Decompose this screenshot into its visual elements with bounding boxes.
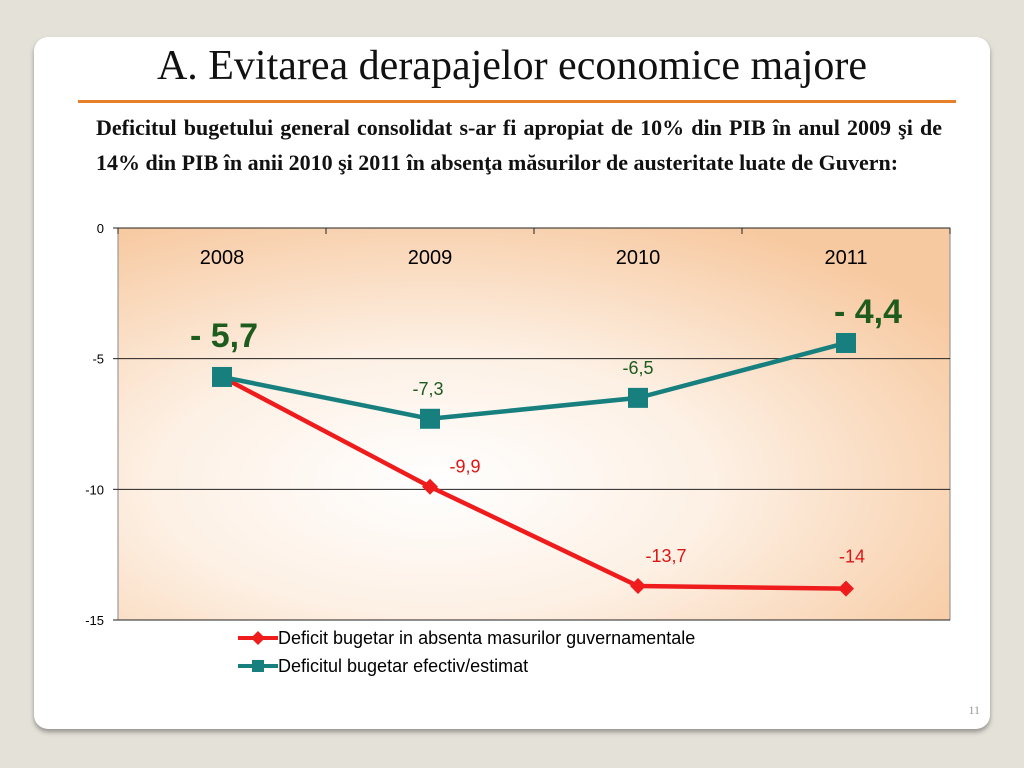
y-tick-label: -15 bbox=[85, 613, 104, 628]
data-label-teal: - 5,7 bbox=[190, 317, 258, 355]
data-label-teal: -6,5 bbox=[622, 358, 653, 378]
y-tick-label: 0 bbox=[97, 221, 104, 236]
plot-area bbox=[117, 227, 951, 621]
data-label-teal: - 4,4 bbox=[834, 293, 902, 331]
data-label-teal: -7,3 bbox=[412, 379, 443, 399]
title-underline bbox=[78, 100, 956, 103]
data-label-red: -9,9 bbox=[449, 457, 480, 477]
slide-subtitle: Deficitul bugetului general consolidat s… bbox=[96, 115, 942, 175]
y-tick-label: -5 bbox=[92, 352, 104, 367]
legend-label-teal: Deficitul bugetar efectiv/estimat bbox=[278, 655, 529, 676]
chart-legend: Deficit bugetar in absenta masurilor guv… bbox=[238, 624, 695, 680]
slide-title: A. Evitarea derapajelor economice majore bbox=[156, 43, 868, 89]
legend-item-teal: Deficitul bugetar efectiv/estimat bbox=[238, 652, 695, 680]
data-point-red bbox=[838, 580, 854, 597]
series-line-teal bbox=[221, 340, 847, 422]
x-tick-label: 2011 bbox=[824, 247, 867, 269]
data-point-teal bbox=[420, 408, 440, 429]
data-label-red: -13,7 bbox=[645, 546, 686, 566]
data-label-red: -14 bbox=[839, 547, 865, 567]
data-point-teal bbox=[628, 387, 648, 408]
page-number: 11 bbox=[968, 703, 980, 717]
y-tick-label: -10 bbox=[85, 482, 104, 497]
data-point-red bbox=[422, 478, 438, 495]
data-point-teal bbox=[836, 332, 856, 353]
data-point-teal bbox=[212, 366, 232, 387]
legend-label-red: Deficit bugetar in absenta masurilor guv… bbox=[278, 627, 696, 648]
x-tick-label: 2008 bbox=[200, 247, 245, 269]
x-tick-label: 2010 bbox=[616, 247, 661, 269]
legend-item-red: Deficit bugetar in absenta masurilor guv… bbox=[238, 624, 695, 652]
series-line-red bbox=[220, 374, 847, 591]
legend-swatch-square bbox=[238, 660, 278, 672]
x-tick-label: 2009 bbox=[408, 247, 453, 269]
legend-swatch-diamond bbox=[238, 631, 278, 645]
data-point-red bbox=[630, 578, 646, 595]
